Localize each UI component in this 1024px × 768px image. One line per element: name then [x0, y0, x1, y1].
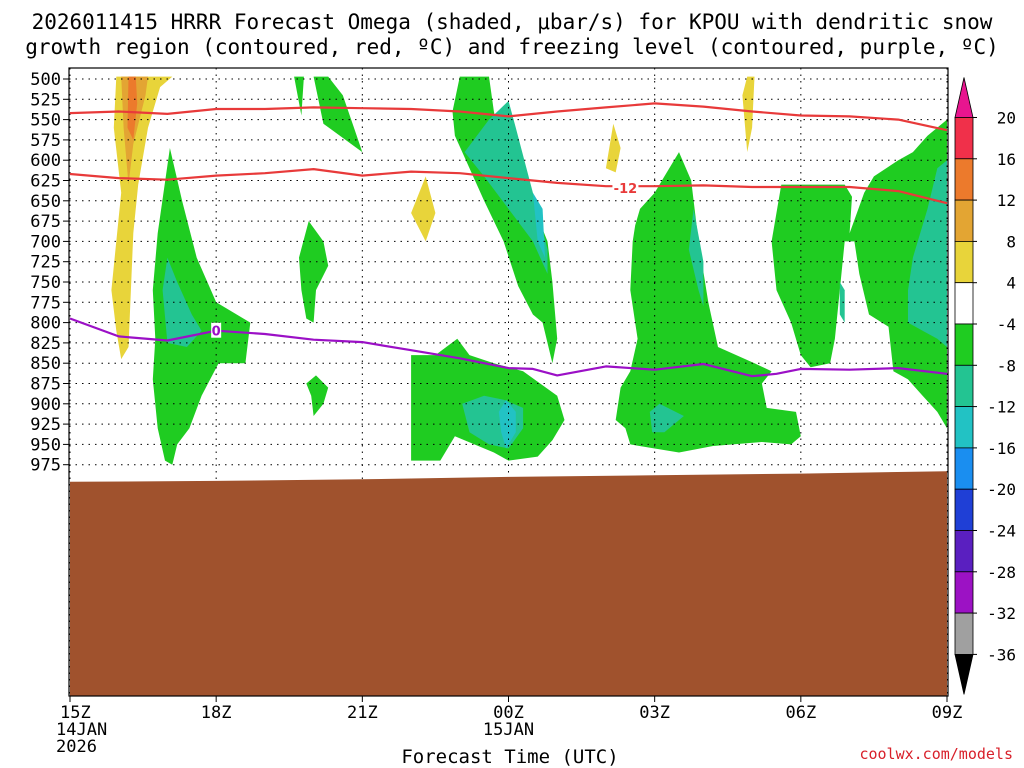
omega-area-sink-4to8-f [615, 152, 801, 453]
colorbar-bin-4 [954, 282, 974, 325]
dgz-label-bg [612, 179, 639, 195]
freezing-contour-label: 0 [212, 325, 221, 340]
y-tick-label-725: 725 [30, 253, 61, 273]
dgz-contour-dgz-bottom [69, 168, 948, 205]
freezing-level-contour [69, 317, 948, 378]
dgz-contour-dgz-top [69, 102, 948, 132]
colorbar-label-1: 16 [997, 150, 1016, 169]
colorbar-label-5: -4 [997, 315, 1016, 334]
y-tick-label-775: 775 [30, 293, 61, 313]
y-tick-label-625: 625 [30, 172, 61, 192]
y-tick-label-800: 800 [30, 314, 61, 334]
colorbar-bin-7 [954, 406, 974, 449]
chart-title-line-1: 2026011415 HRRR Forecast Omega (shaded, … [32, 10, 993, 34]
colorbar: 20 16 12 8 4 -4 -8 -12 -16 -20 -24 -28 -32 -36 [954, 77, 1016, 695]
omega-shading [111, 76, 947, 465]
colorbar-label-6: -8 [997, 356, 1016, 375]
y-tick-label-700: 700 [30, 232, 61, 252]
colorbar-label-9: -20 [987, 480, 1016, 499]
x-axis-label: Forecast Time (UTC) [401, 746, 618, 768]
omega-area-upward-8to12-early [121, 76, 148, 185]
y-tick-label-650: 650 [30, 192, 61, 212]
colorbar-bin-9 [954, 488, 974, 531]
x-tick-label-03Z: 03Z [639, 703, 670, 723]
y-tick-label-850: 850 [30, 354, 61, 374]
x-tick-label-09Z: 09Z [932, 703, 963, 723]
y-axis: 5005255505756006256506757007257507758008… [30, 70, 69, 476]
colorbar-label-13: -36 [987, 645, 1016, 664]
omega-area-sink-4to8-a [152, 148, 251, 465]
colorbar-label-7: -12 [987, 398, 1016, 417]
y-tick-label-550: 550 [30, 111, 61, 131]
plot-area: -12 0 [68, 67, 949, 697]
colorbar-bin-11 [954, 571, 974, 614]
y-tick-label-925: 925 [30, 415, 61, 435]
y-tick-label-825: 825 [30, 334, 61, 354]
omega-area-sink-4to8-right [771, 119, 947, 429]
omega-area-sink-12to16-e [498, 399, 516, 449]
colorbar-label-0: 20 [997, 109, 1016, 128]
y-tick-label-675: 675 [30, 212, 61, 232]
colorbar-label-2: 12 [997, 191, 1016, 210]
colorbar-bin-1 [954, 158, 974, 201]
y-tick-label-975: 975 [30, 456, 61, 476]
omega-area-sink-8to12-big [464, 100, 548, 274]
y-tick-label-575: 575 [30, 131, 61, 151]
x-tick-label-06Z: 06Z [785, 703, 816, 723]
colorbar-bin-10 [954, 530, 974, 573]
colorbar-bin-6 [954, 364, 974, 407]
colorbar-bin-12 [954, 612, 974, 655]
freezing-label-bg [211, 322, 222, 338]
omega-area-sink-12to16-big [532, 192, 545, 258]
dgz-contour-label: -12 [614, 182, 638, 197]
chart-title-line-2: growth region (contoured, red, ºC) and f… [25, 35, 999, 59]
colorbar-label-8: -16 [987, 439, 1016, 458]
x-tick-sublabel-14JAN: 14JAN [56, 720, 107, 740]
colorbar-bin-5 [954, 323, 974, 366]
x-tick-sublabel-2026: 2026 [56, 737, 97, 757]
terrain-fill [70, 471, 947, 696]
colorbar-label-10: -24 [987, 522, 1016, 541]
colorbar-bin-8 [954, 447, 974, 490]
x-tick-label-21Z: 21Z [347, 703, 378, 723]
colorbar-label-11: -28 [987, 563, 1016, 582]
contour-lines: -12 0 [69, 102, 948, 378]
terrain-layer [70, 471, 947, 696]
omega-area-sink-4to8-d [306, 375, 329, 416]
omega-area-upward-4to8-0450z [742, 76, 755, 153]
y-tick-label-950: 950 [30, 435, 61, 455]
colorbar-top-arrow [954, 77, 974, 118]
y-tick-label-900: 900 [30, 395, 61, 415]
colorbar-bin-0 [954, 117, 974, 160]
omega-area-upward-12to16-early [127, 76, 138, 140]
y-tick-label-750: 750 [30, 273, 61, 293]
omega-area-sink-4to8-c [299, 221, 329, 323]
colorbar-label-4: 4 [1006, 274, 1016, 293]
omega-area-sink-8to12-g [649, 403, 684, 433]
colorbar-label-12: -32 [987, 604, 1016, 623]
colorbar-bin-2 [954, 199, 974, 242]
grid-lines [69, 68, 948, 696]
x-tick-sublabel-15JAN: 15JAN [483, 720, 534, 740]
x-tick-label-15Z: 15Z [60, 703, 91, 723]
colorbar-label-3: 8 [1006, 232, 1016, 251]
credit-text: coolwx.com/models [859, 745, 1013, 763]
y-tick-label-500: 500 [30, 70, 61, 90]
colorbar-bin-3 [954, 240, 974, 284]
omega-area-upward-4to8-0145z [605, 123, 621, 173]
omega-area-upward-4to8-2215z [411, 176, 436, 242]
x-tick-label-00Z: 00Z [493, 703, 524, 723]
omega-area-sink-8to12-a [162, 257, 202, 347]
colorbar-bottom-arrow [954, 654, 974, 695]
y-tick-label-525: 525 [30, 90, 61, 110]
omega-area-sink-8to12-right-a [839, 282, 845, 323]
y-tick-label-600: 600 [30, 151, 61, 171]
omega-area-sink-4to8-b [294, 76, 363, 153]
y-tick-label-875: 875 [30, 375, 61, 395]
omega-area-sink-8to12-right-b [908, 160, 947, 347]
x-tick-label-18Z: 18Z [201, 703, 232, 723]
